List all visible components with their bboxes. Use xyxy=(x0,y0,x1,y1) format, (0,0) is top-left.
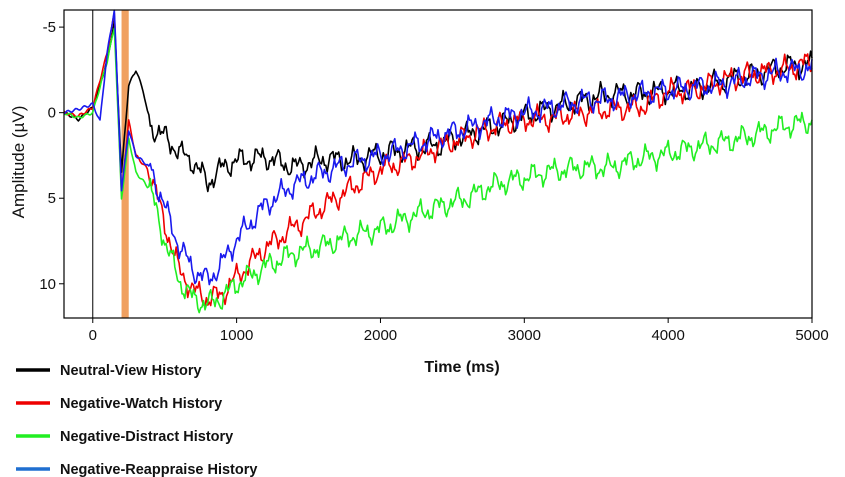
x-tick-label: 5000 xyxy=(795,327,828,344)
series-line-1 xyxy=(63,20,813,193)
axes: 0 1000 2000 3000 4000 5000 -5 0 5 10 xyxy=(39,9,829,344)
y-tick-label: 0 xyxy=(48,105,56,122)
x-tick-label: 3000 xyxy=(508,327,541,344)
x-tick-label: 1000 xyxy=(220,327,253,344)
legend-label: Neutral-View History xyxy=(60,363,202,379)
axes-frame xyxy=(63,9,813,319)
legend: Neutral-View History Negative-Watch Histo… xyxy=(16,363,257,477)
legend-label: Negative-Watch History xyxy=(60,396,222,412)
series-line-2 xyxy=(63,12,813,307)
plot-area xyxy=(63,9,813,318)
x-tick-label: 0 xyxy=(89,327,97,344)
y-tick-label: 10 xyxy=(39,276,56,293)
y-tick-label: 5 xyxy=(48,190,56,207)
x-tick-label: 2000 xyxy=(364,327,397,344)
series-line-3 xyxy=(63,27,813,314)
legend-label: Negative-Reappraise History xyxy=(60,462,257,477)
x-axis-title: Time (ms) xyxy=(424,359,499,376)
series-line-4 xyxy=(63,9,813,286)
y-tick-label: -5 xyxy=(43,19,56,36)
x-tick-label: 4000 xyxy=(651,327,684,344)
legend-label: Negative-Distract History xyxy=(60,429,233,445)
y-axis-title: Amplitude (µV) xyxy=(9,106,28,219)
